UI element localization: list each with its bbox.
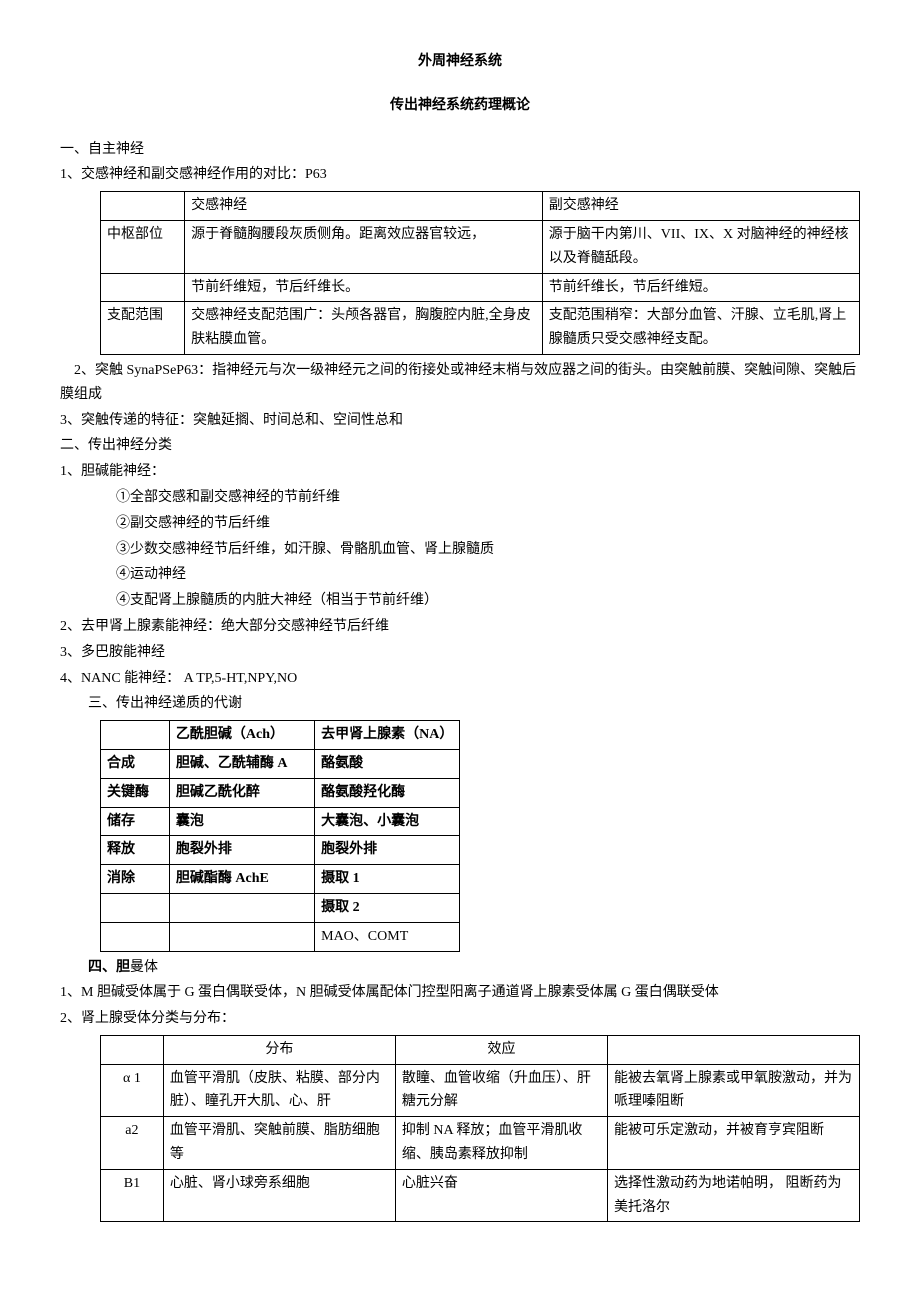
cell: 储存 <box>101 807 170 836</box>
table-row: 分布 效应 <box>101 1035 860 1064</box>
sec4-item1: 1、M 胆碱受体属于 G 蛋白偶联受体，N 胆碱受体属配体门控型阳离子通道肾上腺… <box>60 981 860 1005</box>
cell: 抑制 NA 释放；血管平滑肌收缩、胰岛素释放抑制 <box>395 1117 607 1170</box>
cell: 分布 <box>163 1035 395 1064</box>
cell: 释放 <box>101 836 170 865</box>
table-row: 交感神经 副交感神经 <box>101 192 860 221</box>
cell: 酪氨酸 <box>315 749 460 778</box>
cell: 效应 <box>395 1035 607 1064</box>
table-row: 节前纤维短，节后纤维长。 节前纤维长，节后纤维短。 <box>101 273 860 302</box>
cell: 合成 <box>101 749 170 778</box>
cell: 摄取 1 <box>315 865 460 894</box>
table-row: α 1 血管平滑肌（皮肤、粘膜、部分内脏）、瞳孔开大肌、心、肝 散瞳、血管收缩（… <box>101 1064 860 1117</box>
cell: 乙酰胆碱（Ach） <box>169 721 314 750</box>
cell: B1 <box>101 1169 164 1222</box>
cell: 血管平滑肌、突触前膜、脂肪细胞等 <box>163 1117 395 1170</box>
table-row: 乙酰胆碱（Ach） 去甲肾上腺素（NA） <box>101 721 460 750</box>
table-row: 储存 囊泡 大囊泡、小囊泡 <box>101 807 460 836</box>
section3-heading: 三、传出神经递质的代谢 <box>60 692 860 716</box>
cell: 去甲肾上腺素（NA） <box>315 721 460 750</box>
cell: 源于脑干内第川、VII、IX、X 对脑神经的神经核以及脊髓舐段。 <box>542 220 859 273</box>
section2-heading: 二、传出神经分类 <box>60 434 860 458</box>
sec1-item2: 2、突触 SynaPSeP63：指神经元与次一级神经元之间的衔接处或神经末梢与效… <box>60 359 860 407</box>
table-row: 合成 胆碱、乙酰辅酶 A 酪氨酸 <box>101 749 460 778</box>
cell: 中枢部位 <box>101 220 185 273</box>
cell: 大囊泡、小囊泡 <box>315 807 460 836</box>
sec2-item1d: ④运动神经 <box>60 563 860 587</box>
table-row: 释放 胞裂外排 胞裂外排 <box>101 836 460 865</box>
table-adrenergic-receptors: 分布 效应 α 1 血管平滑肌（皮肤、粘膜、部分内脏）、瞳孔开大肌、心、肝 散瞳… <box>100 1035 860 1223</box>
cell <box>101 922 170 951</box>
sec2-item2: 2、去甲肾上腺素能神经：绝大部分交感神经节后纤维 <box>60 615 860 639</box>
cell: 能被去氧肾上腺素或甲氧胺激动，并为哌理嗪阻断 <box>608 1064 860 1117</box>
sec4-heading-a: 四、胆 <box>88 960 130 975</box>
section4-heading: 四、胆曼体 <box>60 956 860 980</box>
sec2-item1a: ①全部交感和副交感神经的节前纤维 <box>60 486 860 510</box>
cell: α 1 <box>101 1064 164 1117</box>
cell <box>169 893 314 922</box>
cell: 支配范围稍窄：大部分血管、汗腺、立毛肌,肾上腺髓质只受交感神经支配。 <box>542 302 859 355</box>
table-row: 消除 胆碱酯酶 AchE 摄取 1 <box>101 865 460 894</box>
table-row: 支配范围 交感神经支配范围广：头颅各器官，胸腹腔内脏,全身皮肤粘膜血管。 支配范… <box>101 302 860 355</box>
table-row: 摄取 2 <box>101 893 460 922</box>
cell: a2 <box>101 1117 164 1170</box>
cell: 交感神经支配范围广：头颅各器官，胸腹腔内脏,全身皮肤粘膜血管。 <box>185 302 543 355</box>
cell <box>101 1035 164 1064</box>
cell: 能被可乐定激动，并被育亨宾阻断 <box>608 1117 860 1170</box>
cell <box>101 893 170 922</box>
sec2-item4: 4、NANC 能神经： A TP,5-HT,NPY,NO <box>60 667 860 691</box>
cell <box>101 192 185 221</box>
cell: 心脏兴奋 <box>395 1169 607 1222</box>
table-row: a2 血管平滑肌、突触前膜、脂肪细胞等 抑制 NA 释放；血管平滑肌收缩、胰岛素… <box>101 1117 860 1170</box>
sec4-item2: 2、肾上腺受体分类与分布： <box>60 1007 860 1031</box>
table-autonomic-compare: 交感神经 副交感神经 中枢部位 源于脊髓胸腰段灰质侧角。距离效应器官较远， 源于… <box>100 191 860 355</box>
cell <box>608 1035 860 1064</box>
sec1-item3: 3、突触传递的特征：突触延搁、时间总和、空间性总和 <box>60 409 860 433</box>
cell: 胆碱乙酰化醉 <box>169 778 314 807</box>
sec2-item1c: ③少数交感神经节后纤维，如汗腺、骨骼肌血管、肾上腺髓质 <box>60 538 860 562</box>
cell: 节前纤维短，节后纤维长。 <box>185 273 543 302</box>
cell: 交感神经 <box>185 192 543 221</box>
cell: 节前纤维长，节后纤维短。 <box>542 273 859 302</box>
sec4-heading-b: 曼体 <box>130 960 158 975</box>
cell: 消除 <box>101 865 170 894</box>
cell: 胞裂外排 <box>169 836 314 865</box>
cell: 血管平滑肌（皮肤、粘膜、部分内脏）、瞳孔开大肌、心、肝 <box>163 1064 395 1117</box>
sec2-item1b: ②副交感神经的节后纤维 <box>60 512 860 536</box>
cell: 胆碱酯酶 AchE <box>169 865 314 894</box>
cell: 心脏、肾小球旁系细胞 <box>163 1169 395 1222</box>
cell: 关键酶 <box>101 778 170 807</box>
cell: 副交感神经 <box>542 192 859 221</box>
title-main: 外周神经系统 <box>60 50 860 74</box>
cell <box>101 721 170 750</box>
cell: 支配范围 <box>101 302 185 355</box>
cell: 胞裂外排 <box>315 836 460 865</box>
table-neurotransmitter-metabolism: 乙酰胆碱（Ach） 去甲肾上腺素（NA） 合成 胆碱、乙酰辅酶 A 酪氨酸 关键… <box>100 720 460 951</box>
section1-heading: 一、自主神经 <box>60 138 860 162</box>
title-sub: 传出神经系统药理概论 <box>60 94 860 118</box>
sec2-item3: 3、多巴胺能神经 <box>60 641 860 665</box>
cell <box>101 273 185 302</box>
table-row: 关键酶 胆碱乙酰化醉 酪氨酸羟化酶 <box>101 778 460 807</box>
cell: 胆碱、乙酰辅酶 A <box>169 749 314 778</box>
cell: 源于脊髓胸腰段灰质侧角。距离效应器官较远， <box>185 220 543 273</box>
table-row: MAO、COMT <box>101 922 460 951</box>
cell: 选择性激动药为地诺帕明， 阻断药为美托洛尔 <box>608 1169 860 1222</box>
cell <box>169 922 314 951</box>
cell: 酪氨酸羟化酶 <box>315 778 460 807</box>
sec1-item1: 1、交感神经和副交感神经作用的对比：P63 <box>60 163 860 187</box>
table-row: B1 心脏、肾小球旁系细胞 心脏兴奋 选择性激动药为地诺帕明， 阻断药为美托洛尔 <box>101 1169 860 1222</box>
cell: 摄取 2 <box>315 893 460 922</box>
sec2-item1: 1、胆碱能神经： <box>60 460 860 484</box>
cell: MAO、COMT <box>315 922 460 951</box>
table-row: 中枢部位 源于脊髓胸腰段灰质侧角。距离效应器官较远， 源于脑干内第川、VII、I… <box>101 220 860 273</box>
sec2-item1e: ④支配肾上腺髓质的内脏大神经（相当于节前纤维） <box>60 589 860 613</box>
cell: 散瞳、血管收缩（升血压）、肝糖元分解 <box>395 1064 607 1117</box>
cell: 囊泡 <box>169 807 314 836</box>
